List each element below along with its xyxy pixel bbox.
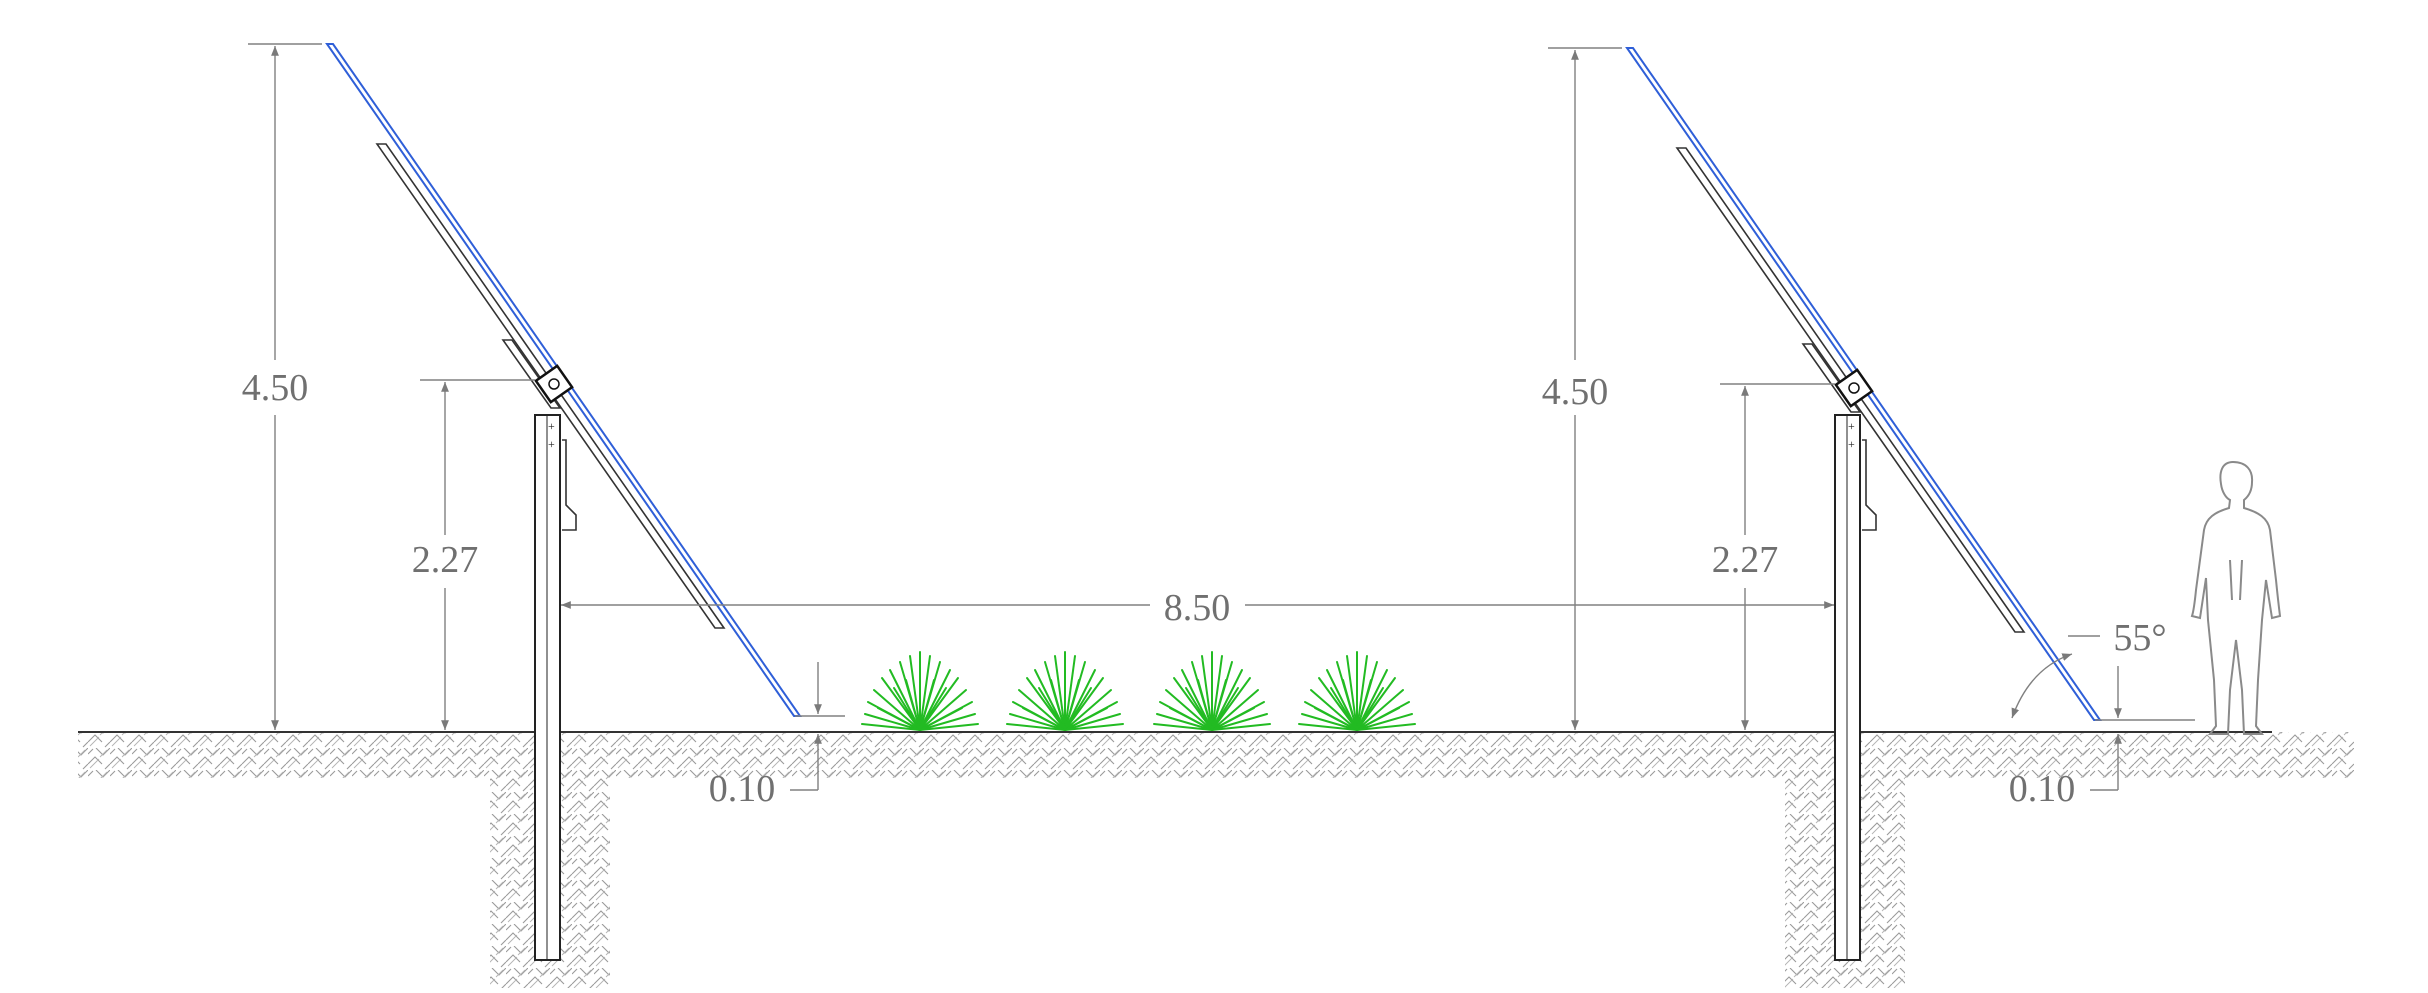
- tilt-angle-label: 55°: [2113, 617, 2166, 659]
- grass-tuft-icon: [861, 651, 979, 731]
- left-clearance-label: 0.10: [709, 768, 776, 810]
- person-silhouette-icon: [2190, 460, 2282, 735]
- right-clearance-label: 0.10: [2009, 768, 2076, 810]
- dimension-labels: 4.50 2.27 8.50 0.10 4.50 2.27 0.10 55°: [242, 367, 2167, 810]
- svg-text:+: +: [548, 437, 555, 451]
- grass-tuft-icon: [1298, 651, 1416, 731]
- svg-text:+: +: [1848, 419, 1855, 433]
- svg-text:+: +: [548, 419, 555, 433]
- dimension-lines: [248, 43, 2195, 791]
- right-pivot-bracket: [1834, 368, 1874, 408]
- vegetation: [861, 651, 1416, 731]
- right-post: + +: [1834, 414, 1877, 961]
- left-post: + +: [534, 414, 577, 961]
- left-height-label: 4.50: [242, 367, 309, 409]
- right-tracker: + +: [1625, 47, 2102, 961]
- grass-tuft-icon: [1006, 651, 1124, 731]
- right-pivot-height-label: 2.27: [1712, 539, 1779, 581]
- left-pivot-bracket: [534, 364, 574, 404]
- grass-tuft-icon: [1153, 651, 1271, 731]
- left-pivot-height-label: 2.27: [412, 539, 479, 581]
- svg-text:+: +: [1848, 437, 1855, 451]
- row-spacing-label: 8.50: [1164, 587, 1231, 629]
- right-height-label: 4.50: [1542, 371, 1609, 413]
